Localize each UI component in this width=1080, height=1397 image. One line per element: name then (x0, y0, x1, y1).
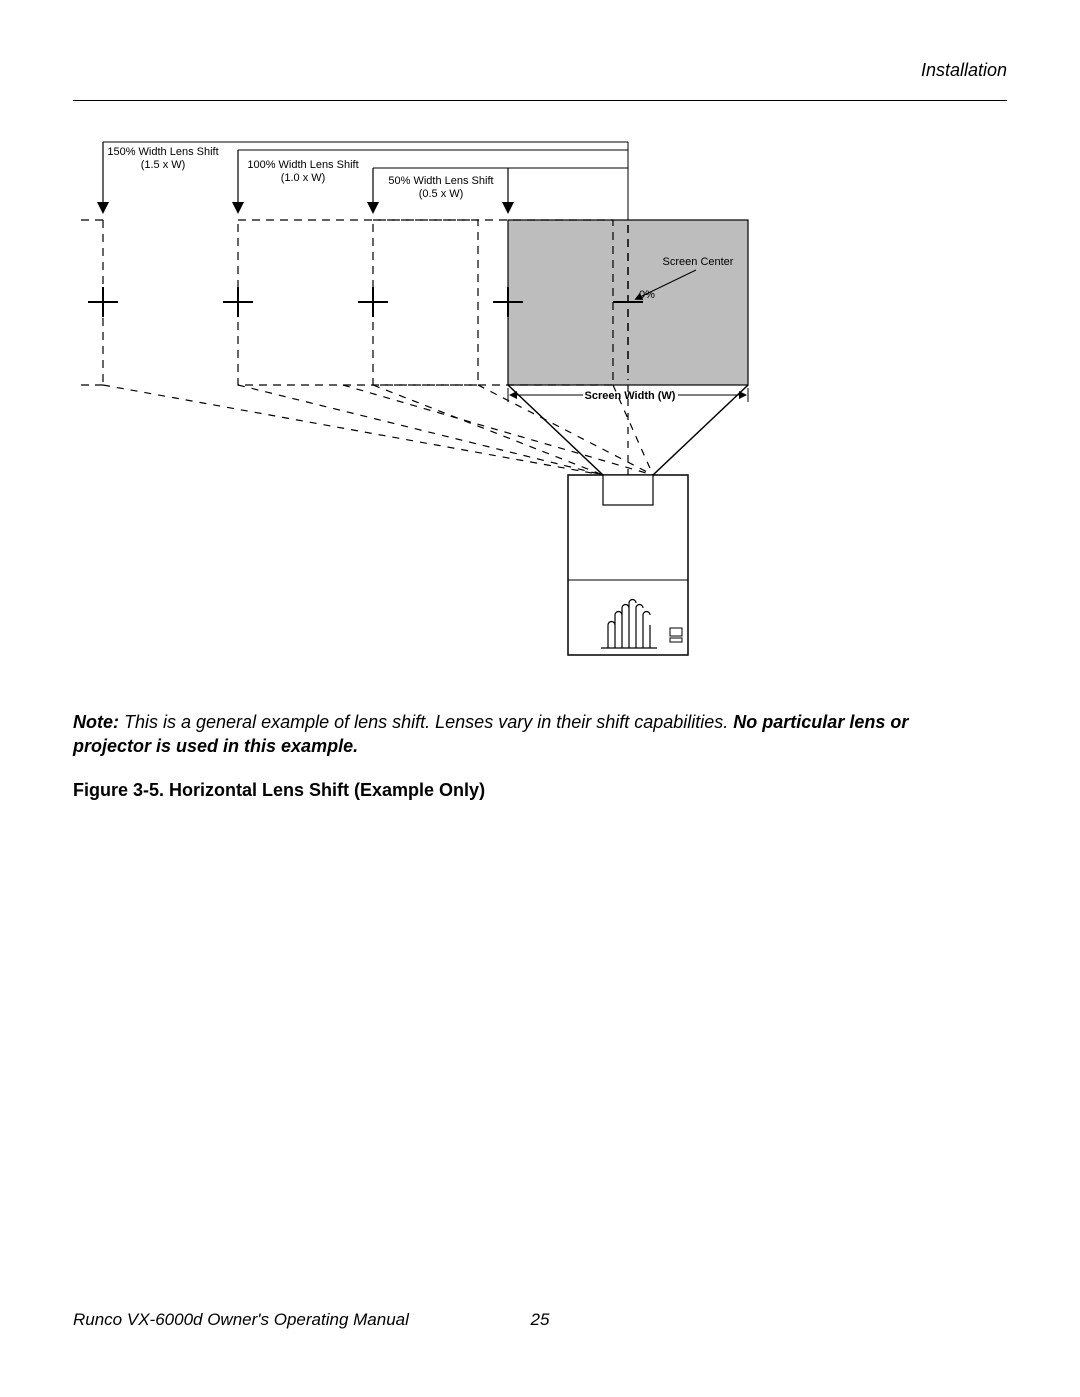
note-block: Note: This is a general example of lens … (73, 710, 973, 759)
footer-page-number: 25 (531, 1310, 550, 1330)
shift100-label-1: 100% Width Lens Shift (247, 159, 358, 171)
diagram-svg: 150% Width Lens Shift (1.5 x W) 100% Wid… (73, 130, 823, 690)
note-body: This is a general example of lens shift.… (119, 712, 733, 732)
footer-manual: Runco VX-6000d Owner's Operating Manual (73, 1310, 409, 1330)
screen-width-label: Screen Width (W) (585, 390, 676, 402)
shift50-label-2: (0.5 x W) (419, 188, 464, 200)
shift100-label-2: (1.0 x W) (281, 172, 326, 184)
shift150-label-1: 150% Width Lens Shift (107, 146, 218, 158)
note-label: Note: (73, 712, 119, 732)
screen-center-label: Screen Center (663, 256, 734, 268)
shift50-label-1: 50% Width Lens Shift (388, 175, 493, 187)
section-header: Installation (921, 60, 1007, 81)
lens-shift-diagram: 150% Width Lens Shift (1.5 x W) 100% Wid… (73, 130, 723, 690)
header-rule (73, 100, 1007, 101)
figure-caption: Figure 3-5. Horizontal Lens Shift (Examp… (73, 780, 485, 801)
shift150-label-2: (1.5 x W) (141, 159, 186, 171)
